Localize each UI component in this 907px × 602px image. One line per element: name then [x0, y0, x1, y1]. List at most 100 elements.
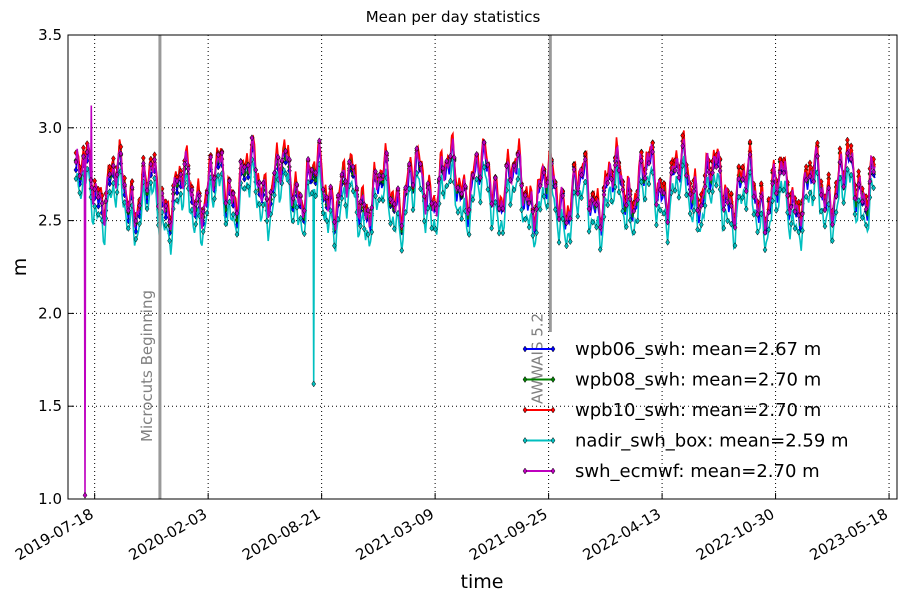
series-point — [612, 161, 618, 169]
series-point — [193, 220, 199, 228]
series-point — [481, 139, 487, 146]
series-point — [118, 143, 124, 151]
legend-label: nadir_swh_box: mean=2.59 m — [575, 431, 849, 452]
series-point — [852, 210, 858, 218]
series-point — [107, 163, 112, 171]
grid — [68, 34, 897, 500]
series-point — [129, 184, 135, 191]
series-point — [118, 150, 124, 158]
series-point — [478, 198, 483, 206]
series-point — [792, 208, 798, 216]
series-point — [856, 181, 861, 188]
series-point — [332, 218, 337, 226]
series-point — [620, 186, 626, 193]
series-point — [167, 218, 172, 226]
series-point — [204, 209, 210, 217]
series-point — [358, 198, 363, 206]
series-point — [758, 180, 764, 188]
series-point — [669, 169, 674, 177]
series-point — [92, 185, 97, 193]
series-point — [362, 225, 367, 233]
series-point — [669, 159, 674, 167]
series-point — [478, 174, 483, 182]
series-point — [320, 186, 326, 193]
series-point — [421, 217, 427, 225]
series-point — [729, 202, 734, 210]
series-point — [249, 134, 255, 142]
series-point — [245, 161, 251, 169]
series-point — [171, 186, 176, 194]
x-tick-label: 2019-07-18 — [12, 505, 97, 564]
series-point — [406, 160, 412, 168]
series-point — [871, 184, 876, 192]
series-point — [418, 185, 423, 193]
series-point — [830, 221, 835, 228]
series-point — [729, 190, 734, 198]
series-point — [609, 175, 614, 183]
series-point — [84, 148, 90, 156]
series-point — [212, 174, 217, 182]
series-point — [380, 197, 386, 204]
series-point — [283, 158, 288, 166]
series-point — [425, 180, 431, 187]
series-point — [665, 218, 670, 226]
series-point — [444, 157, 449, 165]
series-point — [433, 200, 438, 208]
series-point — [590, 196, 596, 204]
legend-marker — [550, 406, 556, 414]
series-point — [313, 169, 318, 177]
series-point — [725, 199, 730, 206]
series-point — [714, 181, 719, 189]
series-point — [796, 198, 802, 206]
series-point — [283, 170, 288, 178]
series-point — [639, 178, 644, 186]
plot-background — [68, 35, 897, 499]
series-point — [582, 155, 588, 163]
series-point — [803, 176, 809, 184]
series-point — [586, 205, 592, 213]
series-point — [77, 189, 82, 197]
series-point — [560, 215, 566, 223]
series-point — [691, 207, 697, 215]
series-point — [751, 210, 757, 218]
series-point — [605, 201, 611, 209]
series-point — [552, 182, 558, 190]
series-point — [654, 221, 659, 229]
series-point — [860, 198, 865, 206]
series-point — [111, 155, 116, 162]
series-point — [489, 224, 494, 232]
series-point — [82, 491, 88, 499]
legend-item: wpb10_swh: mean=2.70 m — [522, 400, 821, 421]
series-point — [230, 189, 236, 197]
series-point — [399, 222, 405, 230]
series-point — [818, 191, 824, 199]
x-tick-label: 2023-05-18 — [807, 505, 892, 564]
series-line — [75, 155, 876, 384]
series-point — [227, 177, 232, 185]
series-point — [616, 188, 622, 196]
series-point — [856, 168, 861, 176]
series-4 — [73, 105, 876, 499]
series-point — [758, 210, 764, 218]
series-point — [684, 191, 689, 199]
series-point — [403, 184, 408, 192]
series-point — [755, 228, 760, 236]
series-point — [298, 191, 303, 199]
series-point — [714, 163, 719, 171]
series-point — [736, 193, 742, 201]
series-point — [672, 187, 678, 194]
series-point — [369, 204, 375, 212]
series-point — [309, 166, 315, 174]
x-tick-label: 2020-08-21 — [239, 505, 324, 564]
y-tick-label: 3.0 — [38, 119, 62, 137]
series-point — [575, 190, 581, 197]
series-point — [785, 192, 790, 199]
series-point — [391, 225, 397, 233]
series-point — [92, 177, 97, 185]
series-point — [515, 175, 521, 183]
series-point — [706, 187, 712, 195]
series-point — [399, 247, 405, 254]
series-point — [781, 186, 787, 194]
series-point — [511, 186, 517, 194]
series-point — [830, 237, 835, 245]
